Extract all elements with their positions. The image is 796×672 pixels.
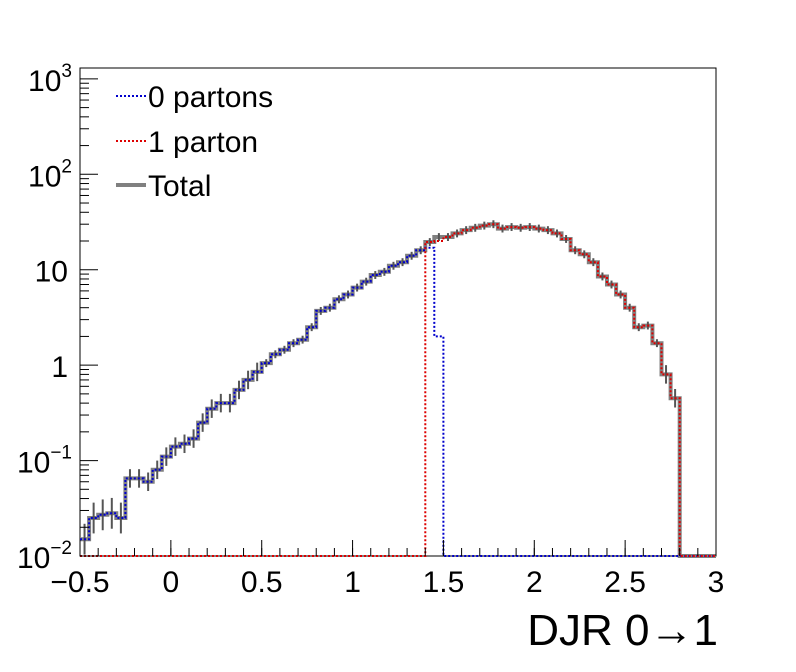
legend-label: 1 parton [148,126,258,159]
x-tick-label: 1.5 [423,566,465,599]
x-tick-label: 1 [344,566,361,599]
y-tick-label: 10−1 [17,443,72,480]
y-tick-label: 102 [28,156,72,193]
y-tick-label: 103 [28,61,72,98]
y-tick-label: 1 [51,351,68,384]
series-line-total [80,222,716,558]
x-tick-label: 0.5 [241,566,283,599]
series-line-1-parton [80,223,716,557]
x-tick-label: 2 [526,566,543,599]
x-tick-label: −0.5 [50,566,109,599]
legend-label: 0 partons [148,81,273,114]
series-layer [80,220,716,558]
x-axis-label: DJR 0→1 [527,606,718,655]
legend-label: Total [148,170,211,203]
legend: 0 partons 1 parton Total [116,81,273,203]
y-tick-label: 10 [35,256,68,289]
x-tick-label: 3 [708,566,725,599]
x-tick-label: 2.5 [604,566,646,599]
y-tick-label: 10−2 [17,538,72,575]
x-tick-label: 0 [163,566,180,599]
